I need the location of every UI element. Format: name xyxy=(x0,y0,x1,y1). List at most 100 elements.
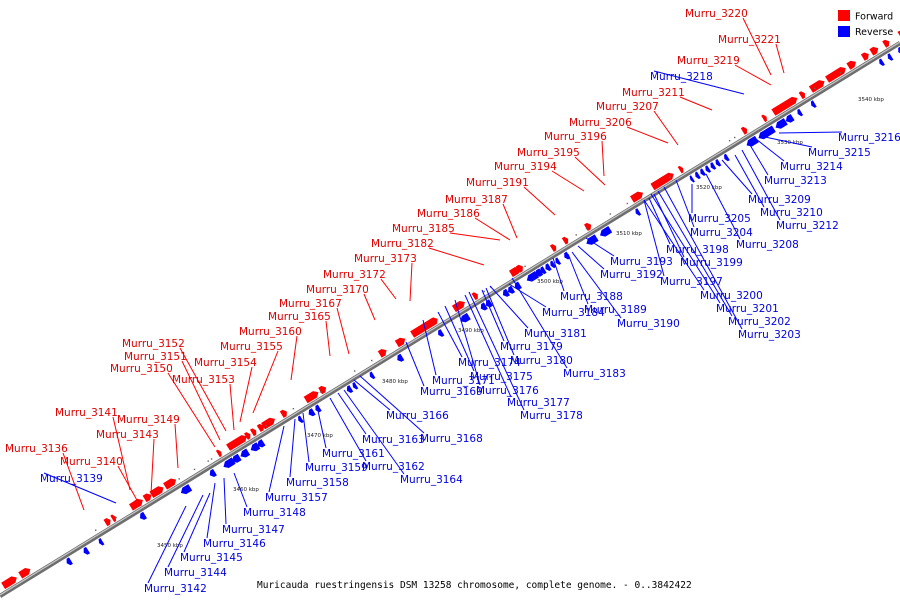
forward-leader-line xyxy=(523,186,556,216)
reverse-leader-line xyxy=(343,389,405,475)
axis-dot xyxy=(178,478,180,480)
forward-gene-label: Murru_3170 xyxy=(306,284,369,296)
reverse-gene-label: Murru_3204 xyxy=(690,227,753,239)
forward-gene-arrow xyxy=(650,172,674,191)
reverse-leader-line xyxy=(359,375,425,434)
forward-leader-line xyxy=(474,217,511,241)
axis-dot xyxy=(384,351,387,353)
legend-forward-swatch xyxy=(838,10,850,21)
reverse-leader-line xyxy=(577,245,605,270)
reverse-leader-line xyxy=(302,412,310,463)
reverse-gene-arrow xyxy=(240,448,251,458)
forward-gene-label: Murru_3154 xyxy=(194,357,257,369)
forward-leader-line xyxy=(336,307,350,355)
forward-gene-arrow xyxy=(103,518,111,527)
reverse-gene-label: Murru_3180 xyxy=(510,355,573,367)
reverse-leader-line xyxy=(778,131,843,134)
axis-dot xyxy=(292,408,295,410)
reverse-leader-line xyxy=(233,472,248,508)
axis-dot xyxy=(839,71,842,74)
legend-reverse-swatch xyxy=(838,26,850,37)
reverse-gene-label: Murru_3148 xyxy=(243,507,306,519)
reverse-gene-label: Murru_3190 xyxy=(617,318,680,330)
forward-gene-label: Murru_3219 xyxy=(677,55,740,67)
reverse-gene-label: Murru_3200 xyxy=(700,290,763,302)
forward-gene-label: Murru_3136 xyxy=(5,443,68,455)
reverse-gene-label: Murru_3178 xyxy=(520,410,583,422)
reverse-leader-line xyxy=(329,397,367,462)
reverse-gene-label: Murru_3177 xyxy=(507,397,570,409)
reverse-gene-arrow xyxy=(695,171,701,180)
reverse-leader-line xyxy=(741,149,781,221)
axis-line xyxy=(0,41,900,598)
reverse-gene-label: Murru_3176 xyxy=(476,385,539,397)
forward-gene-arrow xyxy=(860,52,869,61)
reverse-leader-line xyxy=(643,199,665,277)
forward-leader-line xyxy=(742,17,772,76)
reverse-gene-label: Murru_3216 xyxy=(838,132,900,144)
axis-dot xyxy=(354,370,356,372)
forward-gene-arrow xyxy=(561,236,569,245)
tick-label: 3500 kbp xyxy=(537,279,563,285)
reverse-gene-label: Murru_3161 xyxy=(322,448,385,460)
axis-dot xyxy=(728,140,731,142)
forward-leader-line xyxy=(290,335,298,381)
reverse-gene-label: Murru_3201 xyxy=(716,303,779,315)
forward-gene-arrow xyxy=(451,301,465,313)
forward-leader-line xyxy=(229,383,235,431)
forward-gene-label: Murru_3151 xyxy=(124,351,187,363)
axis-dot xyxy=(669,176,671,178)
reverse-gene-label: Murru_3169 xyxy=(420,386,483,398)
reverse-gene-label: Murru_3198 xyxy=(666,244,729,256)
forward-leader-line xyxy=(167,372,216,448)
reverse-gene-arrow xyxy=(586,234,599,245)
forward-leader-line xyxy=(502,203,518,239)
forward-gene-arrow xyxy=(897,30,900,36)
forward-gene-arrow xyxy=(882,39,890,48)
reverse-gene-arrow xyxy=(635,208,642,216)
reverse-gene-arrow xyxy=(715,159,722,167)
tick-label: 3490 kbp xyxy=(458,328,484,334)
reverse-gene-arrow xyxy=(810,100,817,108)
forward-gene-label: Murru_3149 xyxy=(117,414,180,426)
forward-gene-arrow xyxy=(869,46,879,56)
forward-leader-line xyxy=(653,110,679,146)
axis-dot xyxy=(483,290,485,293)
forward-gene-label: Murru_3196 xyxy=(544,131,607,143)
reverse-gene-label: Murru_3139 xyxy=(40,473,103,485)
forward-gene-arrow xyxy=(846,60,856,70)
reverse-gene-label: Murru_3215 xyxy=(808,147,871,159)
reverse-gene-arrow xyxy=(369,371,376,380)
forward-gene-arrow xyxy=(377,349,387,358)
reverse-leader-line xyxy=(489,285,529,329)
forward-gene-label: Murru_3152 xyxy=(122,338,185,350)
axis-dot xyxy=(575,234,577,236)
forward-gene-label: Murru_3220 xyxy=(685,8,748,20)
reverse-gene-arrow xyxy=(397,353,405,362)
forward-gene-arrow xyxy=(134,499,142,508)
forward-gene-label: Murru_3185 xyxy=(392,223,455,235)
reverse-leader-line xyxy=(268,425,285,493)
forward-gene-label: Murru_3187 xyxy=(445,194,508,206)
reverse-gene-label: Murru_3146 xyxy=(203,538,266,550)
forward-gene-arrow xyxy=(154,486,164,495)
forward-leader-line xyxy=(174,423,179,469)
forward-gene-label: Murru_3153 xyxy=(172,374,235,386)
forward-gene-arrow xyxy=(584,222,592,231)
axis-dot xyxy=(524,265,526,267)
forward-gene-arrow xyxy=(771,96,798,116)
reverse-gene-label: Murru_3142 xyxy=(144,583,207,595)
reverse-gene-arrow xyxy=(758,125,776,140)
reverse-gene-label: Murru_3202 xyxy=(728,316,791,328)
legend-reverse-label: Reverse xyxy=(855,27,893,38)
axis-highlight xyxy=(0,41,900,596)
forward-leader-line xyxy=(380,278,397,300)
forward-leader-line xyxy=(409,262,413,302)
reverse-gene-arrow xyxy=(438,329,445,337)
reverse-leader-line xyxy=(734,154,765,208)
reverse-leader-line xyxy=(481,289,505,342)
forward-gene-arrow xyxy=(677,165,684,174)
forward-gene-arrow xyxy=(515,264,523,273)
axis-dot xyxy=(626,202,629,205)
